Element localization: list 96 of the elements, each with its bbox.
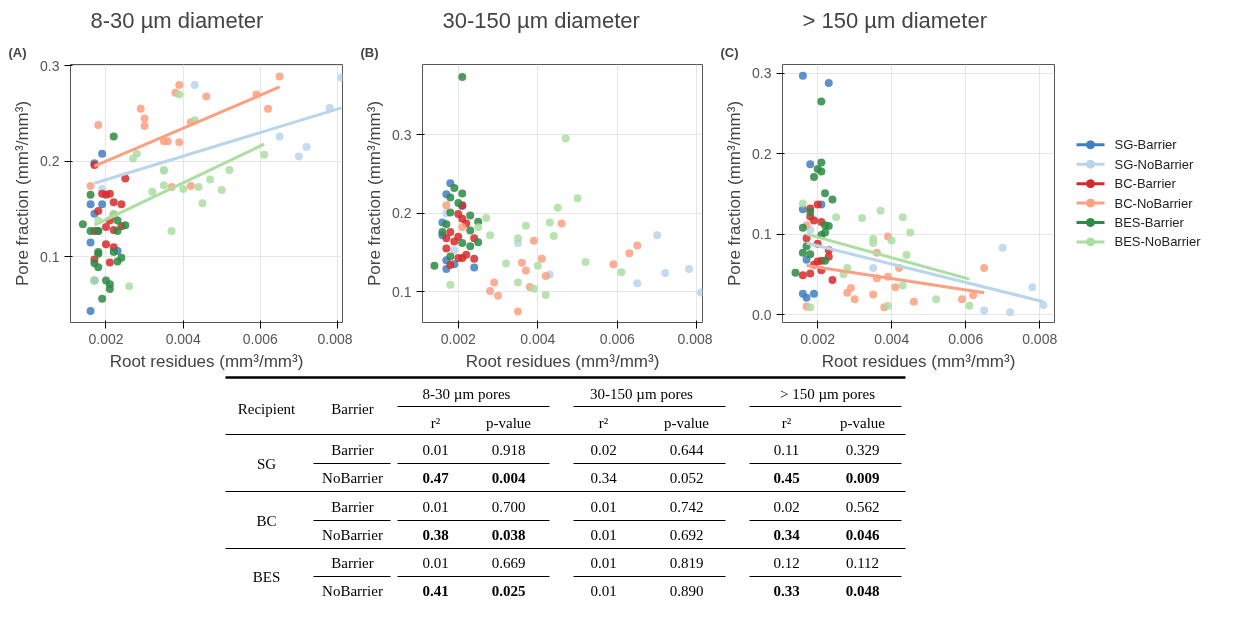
- x-tick-label: 0.004: [520, 330, 556, 347]
- text: 0.01: [590, 498, 617, 515]
- x-tick-label: 0.002: [800, 330, 836, 347]
- y-tick-label: 0.3: [40, 57, 60, 74]
- x-tick-label: 0.008: [317, 330, 353, 347]
- x-tick-label: 0.006: [242, 330, 279, 347]
- text: 0.33: [773, 582, 800, 599]
- text: Barrier: [331, 554, 374, 571]
- text: p-value: [486, 414, 532, 431]
- text: 0.01: [590, 526, 617, 543]
- text: 0.009: [845, 469, 880, 486]
- text: 0.01: [590, 582, 617, 599]
- text: (A): [8, 44, 27, 60]
- legend-label: BES-Barrier: [1114, 215, 1185, 231]
- text: 0.046: [845, 526, 880, 543]
- text: 0.025: [491, 582, 526, 599]
- y-tick-label: 0.3: [752, 65, 772, 82]
- text: > 150 µm pores: [780, 385, 876, 402]
- text: 0.329: [845, 441, 880, 458]
- y-tick-label: 0.2: [392, 205, 412, 222]
- y-axis-title: Pore fraction (mm³/mm³): [13, 100, 33, 287]
- text: 0.02: [590, 441, 617, 458]
- text: 0.742: [669, 498, 704, 515]
- x-tick-label: 0.008: [1022, 330, 1058, 347]
- text: SG: [256, 455, 277, 472]
- text: 0.700: [491, 498, 526, 515]
- text: Barrier: [331, 498, 374, 515]
- y-axis-title: Pore fraction (mm³/mm³): [365, 100, 385, 287]
- text: r²: [781, 414, 792, 431]
- text: NoBarrier: [322, 582, 383, 599]
- text: 0.34: [773, 526, 801, 543]
- text: 0.004: [491, 469, 526, 486]
- text: (C): [720, 44, 739, 60]
- text: 0.11: [773, 441, 800, 458]
- text: 0.45: [773, 469, 800, 486]
- y-tick-label: 0.3: [392, 126, 412, 143]
- x-tick-label: 0.008: [677, 330, 713, 347]
- text: 0.052: [669, 469, 704, 486]
- text: p-value: [664, 414, 710, 431]
- text: 0.01: [422, 441, 449, 458]
- text: 0.038: [491, 526, 526, 543]
- chart-title: 8-30 µm diameter: [90, 7, 264, 33]
- text: 0.562: [845, 498, 880, 515]
- x-tick-label: 0.006: [599, 330, 636, 347]
- text: 0.112: [845, 554, 880, 571]
- text: Barrier: [331, 441, 374, 458]
- x-tick-label: 0.002: [440, 330, 477, 347]
- y-axis-title: Pore fraction (mm³/mm³): [725, 100, 745, 287]
- text: p-value: [840, 414, 886, 431]
- text: 0.47: [422, 469, 450, 486]
- y-tick-label: 0.1: [40, 248, 60, 265]
- x-axis-title: Root residues (mm³/mm³): [109, 351, 304, 371]
- chart-title: > 150 µm diameter: [802, 7, 987, 33]
- chart-title: 30-150 µm diameter: [442, 7, 640, 33]
- x-tick-label: 0.002: [88, 330, 124, 347]
- y-tick-label: 0.0: [752, 306, 772, 323]
- text: NoBarrier: [322, 526, 383, 543]
- text: 30-150 µm pores: [590, 385, 694, 402]
- text: 0.01: [422, 554, 449, 571]
- text: 0.01: [590, 554, 617, 571]
- text: Barrier: [331, 400, 374, 417]
- text: 0.692: [669, 526, 704, 543]
- text: 0.644: [669, 441, 704, 458]
- text: 0.918: [491, 441, 526, 458]
- text: NoBarrier: [322, 469, 383, 486]
- text: 0.41: [422, 582, 449, 599]
- legend-label: BC-NoBarrier: [1114, 195, 1194, 211]
- text: 0.819: [669, 554, 704, 571]
- legend-label: BC-Barrier: [1114, 176, 1177, 192]
- x-axis-title: Root residues (mm³/mm³): [465, 351, 660, 371]
- y-tick-label: 0.1: [752, 226, 772, 243]
- text: 0.34: [590, 469, 618, 486]
- legend-label: SG-Barrier: [1114, 137, 1178, 153]
- text: 0.12: [773, 554, 800, 571]
- text: r²: [430, 414, 441, 431]
- text: r²: [598, 414, 609, 431]
- text: BES: [252, 568, 281, 585]
- text: 0.02: [773, 498, 800, 515]
- x-tick-label: 0.004: [165, 330, 201, 347]
- text: 0.38: [422, 526, 449, 543]
- x-axis-title: Root residues (mm³/mm³): [821, 351, 1016, 371]
- text: Recipient: [237, 400, 297, 417]
- text: 0.048: [845, 582, 880, 599]
- legend-label: BES-NoBarrier: [1114, 234, 1202, 250]
- text: 0.669: [491, 554, 526, 571]
- y-tick-label: 0.2: [752, 145, 772, 162]
- y-tick-label: 0.2: [40, 153, 60, 170]
- y-tick-label: 0.1: [392, 283, 412, 300]
- text: 8-30 µm pores: [422, 385, 511, 402]
- text: 0.01: [422, 498, 449, 515]
- text: 0.890: [669, 582, 704, 599]
- legend-label: SG-NoBarrier: [1114, 156, 1194, 172]
- text: (B): [360, 44, 379, 60]
- x-tick-label: 0.004: [874, 330, 910, 347]
- x-tick-label: 0.006: [948, 330, 984, 347]
- text: BC: [256, 512, 277, 529]
